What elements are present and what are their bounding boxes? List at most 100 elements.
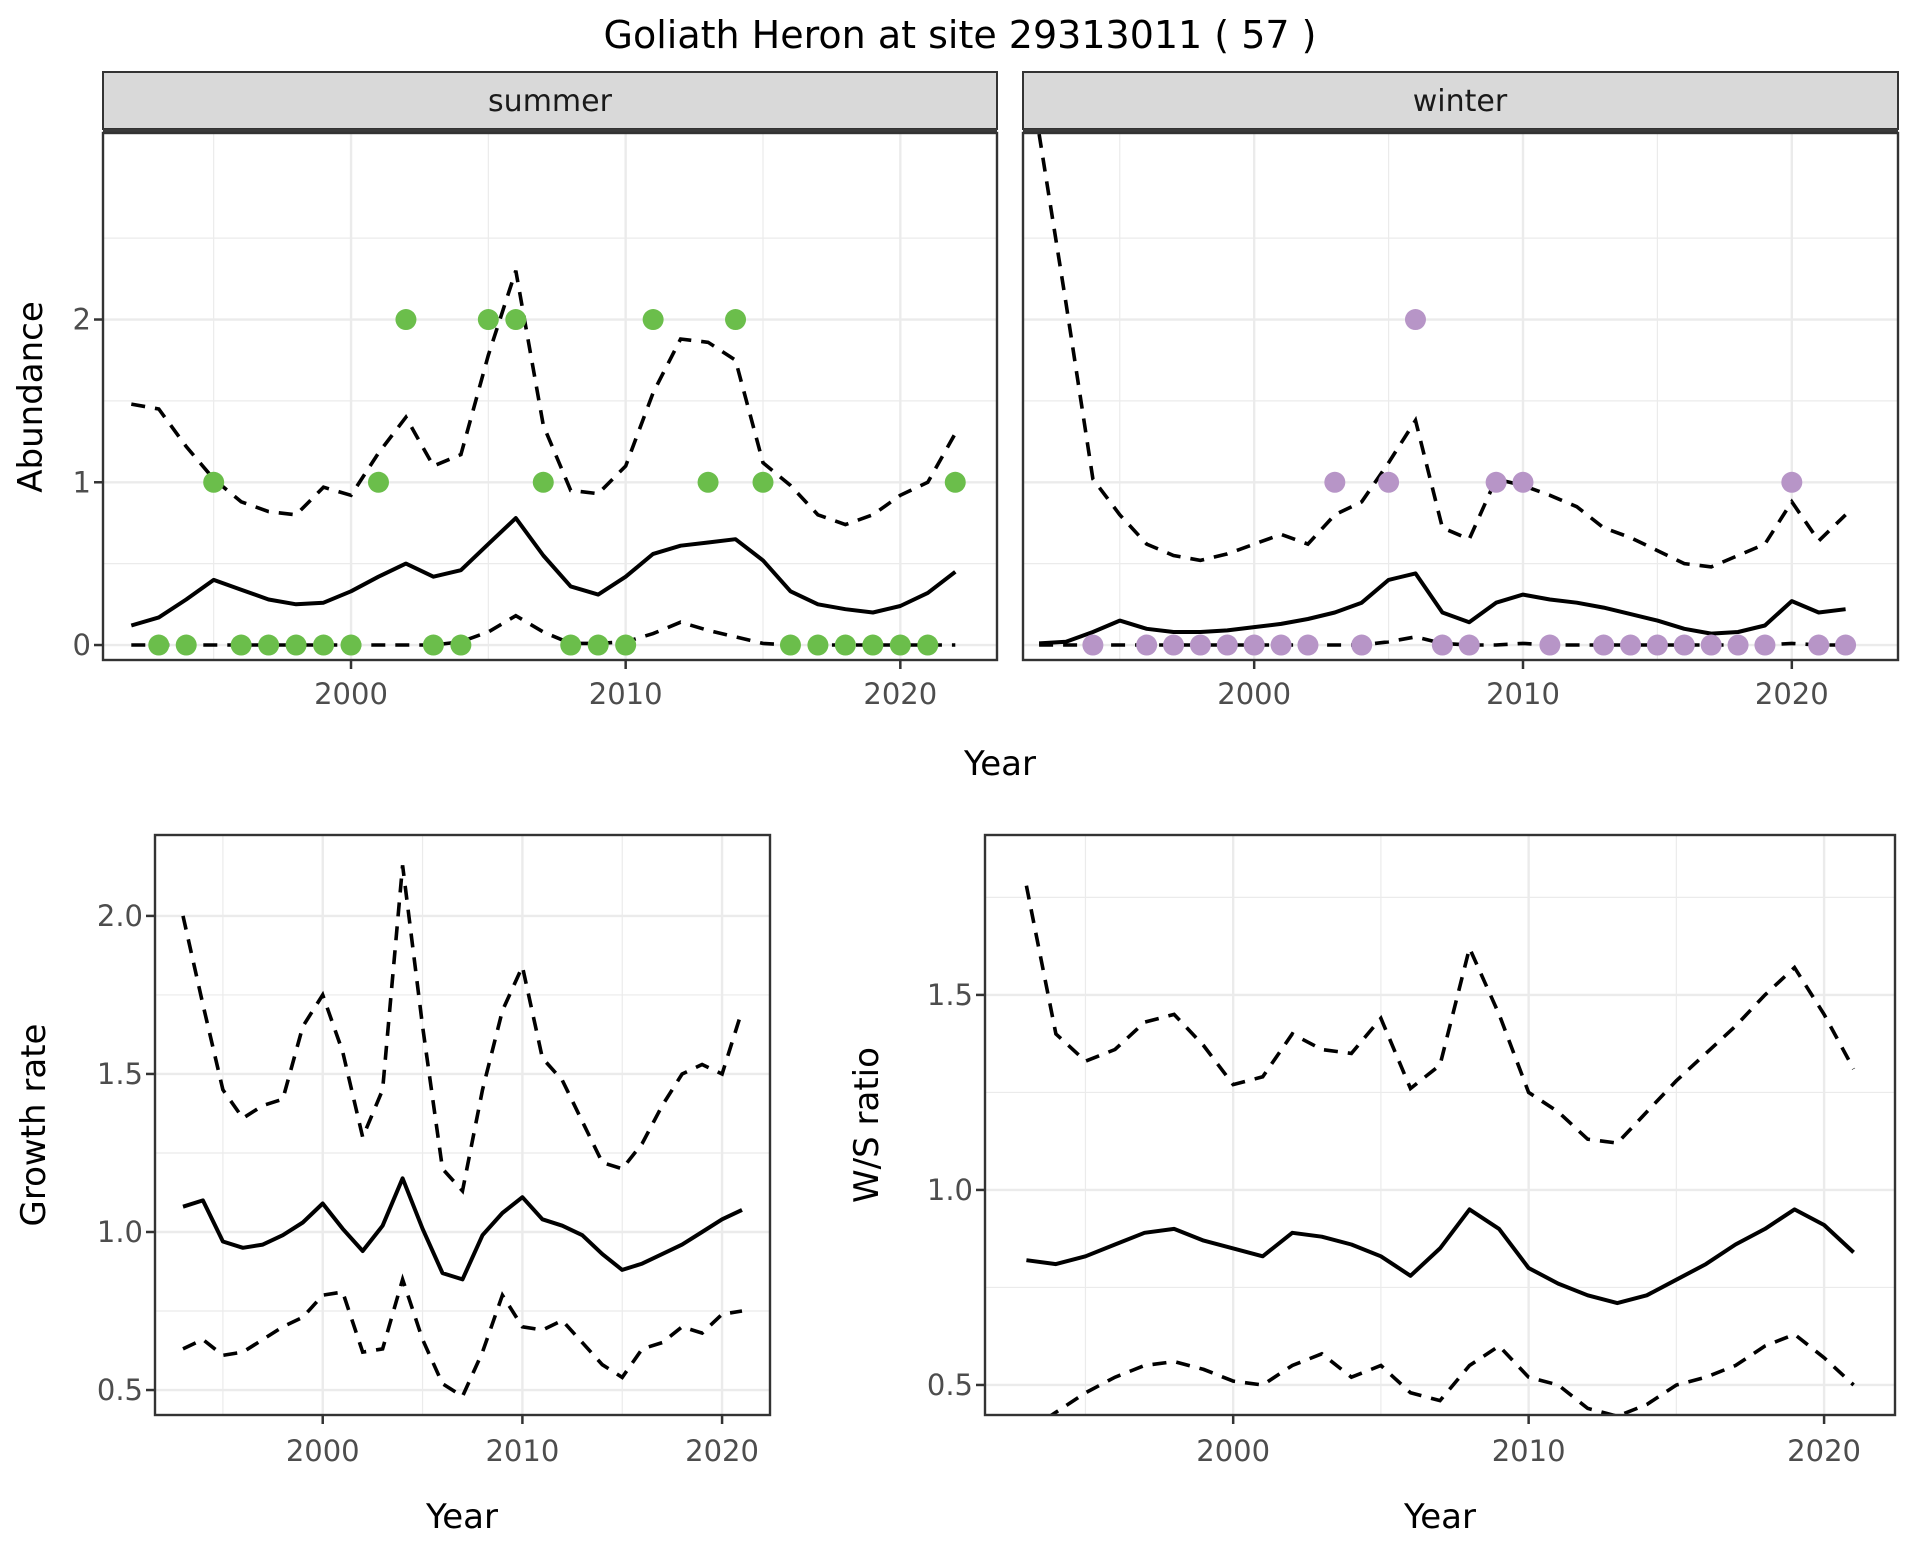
panel-abundance-winter: 2000 2010 2020: [1021, 131, 1900, 711]
obs-point: [560, 634, 582, 656]
ci-lower-line: [1048, 1332, 1855, 1415]
obs-point: [725, 309, 747, 331]
obs-point: [340, 634, 362, 656]
mean-line: [1026, 1207, 1855, 1306]
obs-point: [615, 634, 637, 656]
strip-underline: [1023, 129, 1898, 134]
obs-point: [532, 471, 554, 493]
obs-point: [1593, 634, 1615, 656]
obs-point: [395, 309, 417, 331]
ci-upper-line: [1037, 133, 1847, 569]
axis-tick-label: 2010: [1486, 677, 1560, 711]
obs-point: [944, 471, 966, 493]
obs-point: [1646, 634, 1668, 656]
obs-point: [477, 309, 499, 331]
obs-point: [1835, 634, 1857, 656]
obs-point: [1700, 634, 1722, 656]
y-axis-title-growth-rate: Growth rate: [14, 1024, 54, 1227]
obs-point: [313, 634, 335, 656]
series-group: [181, 865, 744, 1400]
facet-strip-winter: winter: [1022, 71, 1899, 134]
obs-point: [1620, 634, 1642, 656]
axis-tick-label: 0.5: [927, 1368, 973, 1402]
ci-lower-line: [182, 1273, 743, 1400]
obs-point: [1431, 634, 1453, 656]
obs-point: [1270, 634, 1292, 656]
axis-tick-label: 2010: [1492, 1434, 1566, 1468]
facet-strip-summer: summer: [102, 71, 998, 134]
obs-point: [587, 634, 609, 656]
obs-point: [862, 634, 884, 656]
panels-group: 2000 2010 2020 0 1 2 2000 2010 2020 2000 2010 2020 0…: [73, 131, 1900, 1468]
obs-point: [917, 634, 939, 656]
strip-label-winter: winter: [1413, 84, 1508, 119]
panel-ws-ratio: 2000 2010 2020 0.5 1.0 1.5: [927, 833, 1897, 1468]
strip-rect: [1022, 71, 1899, 130]
axis-tick-label: 2010: [589, 677, 663, 711]
axis-tick-label: 2.0: [97, 899, 143, 933]
panel-abundance-summer: 2000 2010 2020 0 1 2: [73, 131, 999, 711]
strip-rect: [102, 71, 998, 130]
obs-point: [1163, 634, 1185, 656]
obs-point: [258, 634, 280, 656]
axis-tick-label: 2000: [286, 1434, 360, 1468]
x-axis-title-year-ws: Year: [1403, 1497, 1476, 1537]
obs-point: [1243, 634, 1265, 656]
obs-point: [642, 309, 664, 331]
obs-point: [148, 634, 170, 656]
obs-point: [230, 634, 252, 656]
axis-tick-label: 2000: [1196, 1434, 1270, 1468]
panel-border: [153, 833, 772, 1417]
ci-lower-line: [131, 613, 956, 647]
mean-line: [1038, 571, 1846, 646]
series-group: [130, 270, 966, 656]
ci-upper-line: [130, 270, 957, 527]
axis-tick-label: 0: [73, 628, 91, 662]
axis-tick-label: 2020: [1755, 677, 1829, 711]
strip-underline: [103, 129, 997, 134]
obs-point: [1458, 634, 1480, 656]
obs-point: [1351, 634, 1373, 656]
panel-growth-rate: 2000 2010 2020 0.5 1.0 1.5 2.0: [97, 833, 772, 1468]
axis-tick-label: 2000: [1217, 677, 1291, 711]
obs-point: [834, 634, 856, 656]
obs-point: [779, 634, 801, 656]
mean-line: [130, 516, 957, 628]
obs-point: [1297, 634, 1319, 656]
series-group: [1037, 133, 1857, 656]
obs-point: [1673, 634, 1695, 656]
obs-point: [367, 471, 389, 493]
axis-tick-label: 1: [73, 465, 91, 499]
obs-point: [1512, 471, 1534, 493]
axis-tick-label: 1.5: [927, 978, 973, 1012]
axis-tick-label: 0.5: [97, 1373, 143, 1407]
mean-line: [182, 1176, 743, 1282]
axis-tick-label: 2: [73, 303, 91, 337]
panel-border: [1021, 131, 1900, 662]
obs-point: [889, 634, 911, 656]
obs-point: [1754, 634, 1776, 656]
obs-point: [1404, 309, 1426, 331]
obs-point: [1781, 471, 1803, 493]
x-axis-title-year-growth: Year: [425, 1497, 498, 1537]
obs-point: [505, 309, 527, 331]
y-axis-title-abundance: Abundance: [11, 301, 51, 493]
obs-point: [1378, 471, 1400, 493]
axis-tick-label: 2000: [314, 677, 388, 711]
obs-point: [1808, 634, 1830, 656]
plot-title: Goliath Heron at site 29313011 ( 57 ): [604, 13, 1317, 57]
obs-point: [450, 634, 472, 656]
obs-point: [1727, 634, 1749, 656]
axis-tick-label: 2020: [1787, 1434, 1861, 1468]
strip-label-summer: summer: [488, 84, 613, 119]
ci-upper-line: [181, 865, 744, 1195]
obs-point: [752, 471, 774, 493]
obs-point: [285, 634, 307, 656]
axis-tick-label: 2020: [685, 1434, 759, 1468]
panel-border: [101, 131, 999, 662]
obs-point: [1539, 634, 1561, 656]
obs-point: [807, 634, 829, 656]
axis-tick-label: 2010: [485, 1434, 559, 1468]
